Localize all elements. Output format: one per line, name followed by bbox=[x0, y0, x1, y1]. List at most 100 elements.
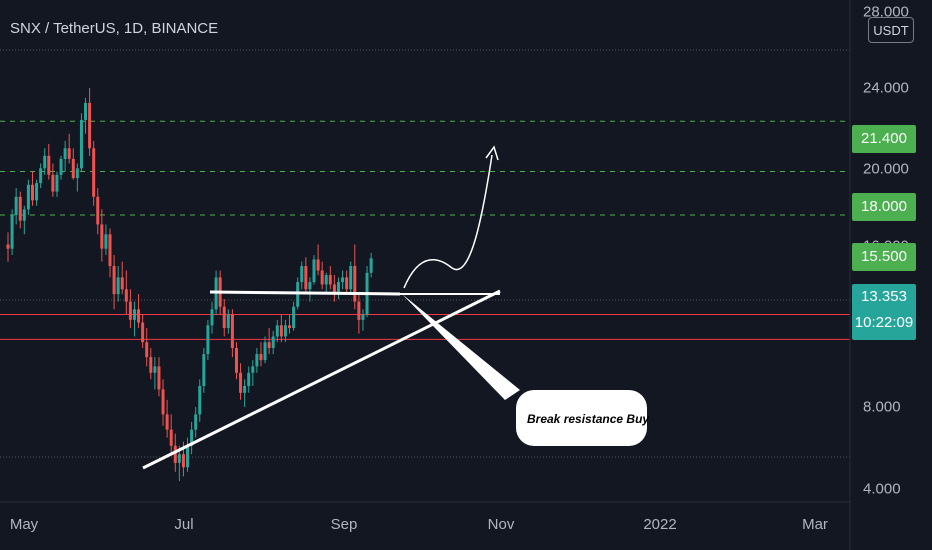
candlestick-series bbox=[6, 88, 373, 482]
candle-body bbox=[157, 366, 161, 390]
candle-body bbox=[251, 366, 255, 373]
callout-box bbox=[516, 390, 647, 446]
candle-body bbox=[79, 119, 83, 169]
x-tick-label: 2022 bbox=[643, 516, 677, 533]
candle-body bbox=[288, 325, 292, 329]
candle-body bbox=[141, 322, 145, 343]
candle-body bbox=[132, 309, 136, 320]
candle-body bbox=[226, 314, 230, 329]
candle-body bbox=[39, 168, 43, 184]
candle-body bbox=[30, 184, 34, 201]
candle-body bbox=[345, 277, 349, 290]
candle-body bbox=[239, 372, 243, 393]
candle-body bbox=[177, 454, 181, 463]
candle-body bbox=[161, 389, 165, 415]
candle-body bbox=[84, 102, 88, 120]
candle-body bbox=[324, 275, 328, 285]
candle-body bbox=[124, 289, 128, 302]
candle-body bbox=[271, 336, 275, 349]
candle-body bbox=[71, 158, 75, 179]
candle-body bbox=[292, 306, 296, 329]
price-level-label[interactable]: 21.400 bbox=[852, 125, 916, 153]
chart-title: SNX / TetherUS, 1D, BINANCE bbox=[10, 20, 219, 37]
candle-body bbox=[186, 445, 190, 468]
price-level-label[interactable]: 18.000 bbox=[852, 193, 916, 221]
candle-body bbox=[259, 354, 263, 361]
candle-body bbox=[92, 148, 96, 197]
candle-body bbox=[67, 148, 71, 159]
horizontal-levels bbox=[0, 120, 850, 340]
candle-body bbox=[336, 282, 340, 295]
y-tick-label: 4.000 bbox=[863, 480, 901, 498]
candle-body bbox=[100, 224, 104, 249]
candle-body bbox=[145, 342, 149, 358]
y-tick-label: 24.000 bbox=[863, 79, 909, 97]
last-price-value: 13.353 bbox=[861, 288, 907, 305]
candle-body bbox=[198, 386, 202, 415]
candle-body bbox=[22, 209, 26, 221]
y-tick-label: 8.000 bbox=[863, 398, 901, 416]
x-tick-label: May bbox=[9, 516, 39, 533]
candle-body bbox=[369, 258, 373, 273]
y-tick-label: 20.000 bbox=[863, 160, 909, 178]
projection-arrow-head bbox=[485, 145, 499, 161]
candle-body bbox=[108, 234, 112, 267]
candle-body bbox=[275, 325, 279, 337]
x-tick-label: Jul bbox=[174, 516, 194, 533]
candle-body bbox=[349, 266, 353, 290]
candle-body bbox=[283, 325, 287, 337]
candle-body bbox=[230, 314, 234, 349]
candle-body bbox=[149, 357, 153, 373]
candle-body bbox=[104, 234, 108, 249]
candle-body bbox=[267, 342, 271, 349]
candle-body bbox=[316, 259, 320, 271]
candle-body bbox=[128, 301, 132, 320]
candle-body bbox=[35, 183, 39, 201]
candle-body bbox=[75, 168, 79, 179]
candle-body bbox=[59, 158, 63, 175]
candle-body bbox=[18, 196, 22, 221]
candle-body bbox=[328, 275, 332, 285]
candle-body bbox=[96, 196, 100, 225]
ascending-support-trendline bbox=[142, 289, 501, 470]
candle-body bbox=[112, 266, 116, 295]
candle-body bbox=[234, 348, 238, 373]
candle-body bbox=[43, 155, 47, 169]
callout-text: Break resistance Buy bbox=[527, 412, 650, 426]
candle-body bbox=[361, 314, 365, 320]
x-tick-label: Sep bbox=[330, 516, 358, 533]
callout-pointer bbox=[402, 294, 520, 400]
currency-unit-button[interactable]: USDT bbox=[868, 17, 914, 43]
candle-body bbox=[312, 259, 316, 283]
chart-grid bbox=[0, 49, 850, 458]
candle-body bbox=[243, 386, 247, 393]
candle-body bbox=[247, 372, 251, 387]
candle-body bbox=[206, 325, 210, 355]
candle-body bbox=[308, 282, 312, 290]
candle-body bbox=[304, 266, 308, 290]
candle-body bbox=[6, 244, 10, 249]
price-level-label[interactable]: 15.500 bbox=[852, 243, 916, 271]
candle-body bbox=[88, 102, 92, 149]
candle-body bbox=[51, 174, 55, 192]
candle-body bbox=[26, 184, 30, 210]
x-tick-label: Mar bbox=[802, 516, 828, 533]
candle-body bbox=[169, 429, 173, 446]
drawings-layer bbox=[142, 145, 647, 470]
candle-body bbox=[279, 325, 283, 337]
candle-body bbox=[120, 277, 124, 290]
projection-arrow bbox=[403, 154, 493, 289]
candle-body bbox=[181, 454, 185, 468]
candle-body bbox=[10, 214, 14, 249]
candle-body bbox=[353, 266, 357, 302]
candle-body bbox=[194, 414, 198, 430]
y-tick-label: 28.000 bbox=[863, 3, 909, 21]
candle-body bbox=[341, 277, 345, 283]
candle-body bbox=[300, 266, 304, 283]
resistance-trendline bbox=[209, 290, 401, 296]
candle-body bbox=[320, 270, 324, 285]
candle-body bbox=[173, 445, 177, 463]
last-price-label: 13.353 10:22:09 bbox=[852, 284, 916, 340]
candle-body bbox=[210, 309, 214, 326]
